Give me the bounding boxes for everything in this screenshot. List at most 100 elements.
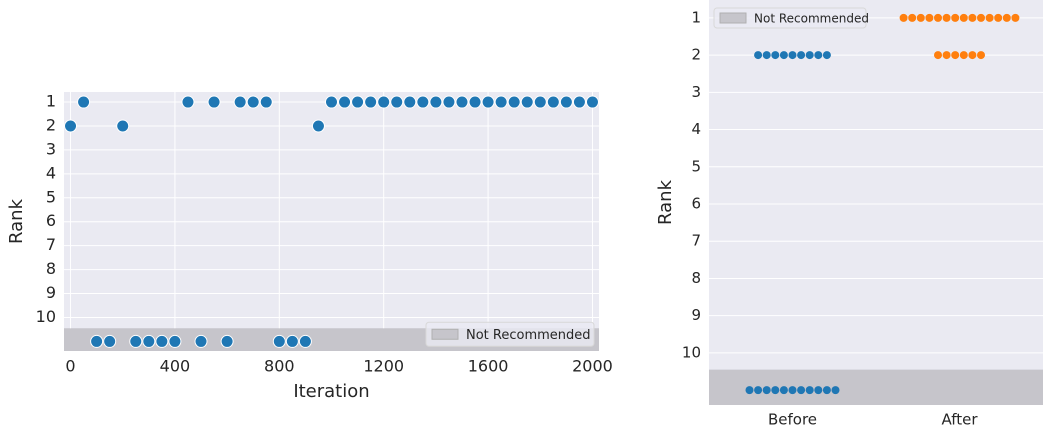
y-tick-label: 7	[46, 235, 56, 254]
y-axis-label: Rank	[6, 198, 27, 244]
point	[168, 334, 182, 348]
point	[246, 95, 260, 109]
y-tick-label: 5	[46, 187, 56, 206]
x-tick-label: Before	[768, 411, 817, 429]
point	[908, 13, 917, 22]
point	[822, 386, 831, 395]
point	[325, 95, 338, 109]
y-tick-label: 2	[46, 115, 56, 134]
point	[207, 95, 221, 109]
point	[298, 334, 312, 348]
point	[779, 386, 788, 395]
point	[942, 51, 951, 60]
y-tick-label: 10	[682, 343, 701, 361]
point	[338, 95, 352, 109]
y-tick-label: 3	[691, 83, 701, 101]
x-tick-label: 2000	[572, 357, 613, 376]
legend-swatch	[719, 12, 747, 24]
point	[822, 51, 831, 60]
legend-label: Not Recommended	[754, 12, 869, 26]
y-tick-label: 8	[46, 259, 56, 278]
x-tick-label: 400	[160, 357, 191, 376]
point	[259, 95, 273, 109]
point	[899, 13, 908, 22]
point	[977, 13, 985, 22]
point	[377, 95, 391, 109]
point	[77, 95, 91, 109]
point	[403, 95, 417, 109]
point	[745, 386, 754, 395]
y-tick-label: 5	[691, 157, 701, 175]
point	[559, 95, 573, 109]
point	[797, 386, 806, 395]
point	[771, 386, 780, 395]
point	[155, 334, 169, 348]
point	[416, 95, 430, 109]
point	[233, 95, 247, 109]
y-tick-label: 1	[691, 8, 701, 26]
point	[220, 334, 234, 348]
point	[805, 386, 814, 395]
point	[977, 51, 985, 60]
point	[429, 95, 443, 109]
point	[546, 95, 560, 109]
point	[285, 334, 299, 348]
point	[951, 13, 960, 22]
point	[959, 51, 968, 60]
point	[181, 95, 195, 109]
x-axis-label: Iteration	[293, 381, 369, 402]
point	[442, 95, 456, 109]
legend-swatch	[431, 328, 459, 340]
y-tick-label: 8	[691, 269, 701, 287]
point	[194, 334, 208, 348]
y-tick-label: 6	[691, 194, 701, 212]
plot-background	[709, 0, 1043, 405]
point	[116, 119, 130, 133]
legend-box	[425, 321, 595, 347]
point	[572, 95, 586, 109]
point	[762, 386, 771, 395]
y-tick-label: 6	[46, 211, 56, 230]
y-tick-label: 7	[691, 232, 701, 250]
point	[129, 334, 143, 348]
point	[788, 386, 797, 395]
point	[797, 51, 806, 60]
point	[142, 334, 156, 348]
y-tick-label: 4	[46, 163, 56, 182]
point	[1002, 13, 1011, 22]
point	[942, 13, 951, 22]
point	[754, 51, 763, 60]
point	[1011, 13, 1020, 22]
point	[468, 95, 482, 109]
point	[311, 119, 325, 133]
point	[390, 95, 404, 109]
legend-label: Not Recommended	[466, 328, 591, 343]
point	[520, 95, 534, 109]
point	[779, 51, 788, 60]
point	[533, 95, 547, 109]
point	[788, 51, 797, 60]
x-tick-label: 1200	[363, 357, 404, 376]
point	[351, 95, 365, 109]
point	[985, 13, 994, 22]
legend-box	[713, 7, 867, 29]
y-tick-label: 9	[691, 306, 701, 324]
point	[994, 13, 1003, 22]
y-tick-label: 3	[46, 139, 56, 158]
point	[364, 95, 378, 109]
point	[481, 95, 495, 109]
point	[585, 95, 599, 109]
point	[103, 334, 117, 348]
point	[455, 95, 469, 109]
y-tick-label: 10	[36, 307, 56, 326]
point	[951, 51, 960, 60]
point	[916, 13, 925, 22]
point	[968, 51, 977, 60]
x-tick-label: 0	[65, 357, 75, 376]
y-tick-label: 2	[691, 46, 701, 64]
x-tick-label: 1600	[468, 357, 509, 376]
y-tick-label: 1	[46, 92, 56, 111]
point	[959, 13, 968, 22]
